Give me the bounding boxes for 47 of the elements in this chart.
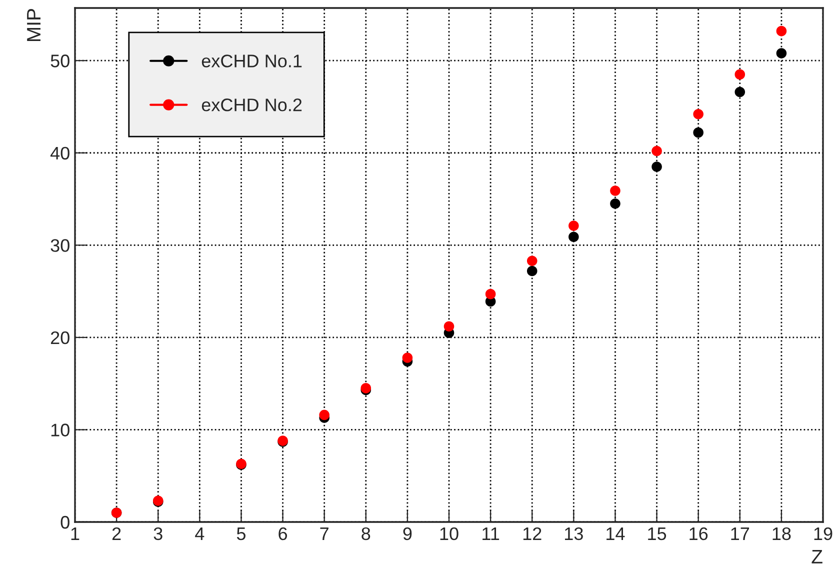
y-tick-label: 0 (60, 516, 70, 529)
y-tick-label: 50 (50, 54, 70, 68)
x-tick-label: 18 (772, 527, 791, 540)
legend-label: exCHD No.2 (202, 98, 302, 112)
y-axis-title: MIP (27, 9, 40, 41)
x-tick-label: 19 (814, 527, 832, 540)
x-tick-label: 14 (606, 528, 625, 540)
x-tick-label: 12 (523, 527, 542, 540)
point (402, 352, 413, 363)
x-tick-label: 8 (362, 527, 370, 540)
point (776, 48, 787, 58)
point (652, 162, 662, 172)
x-tick-label: 16 (690, 527, 708, 540)
x-tick-label: 6 (278, 527, 288, 540)
legend-label: exCHD No.1 (202, 54, 302, 68)
y-tick-label: 10 (51, 424, 70, 436)
point (734, 69, 746, 80)
point (444, 321, 454, 332)
y-tick-label: 40 (50, 146, 70, 160)
point (734, 86, 746, 98)
x-axis-title: Z (812, 550, 822, 564)
x-tick-label: 2 (112, 527, 121, 540)
x-tick-label: 3 (154, 527, 162, 540)
point (485, 288, 496, 300)
point (526, 266, 538, 276)
point (568, 232, 579, 242)
x-tick-label: 9 (403, 527, 412, 540)
x-tick-label: 15 (648, 528, 666, 540)
point (319, 410, 330, 420)
point (526, 256, 538, 266)
x-tick-label: 1 (71, 528, 80, 540)
x-tick-label: 10 (440, 527, 458, 540)
point (610, 186, 620, 196)
point (776, 26, 787, 36)
x-tick-label: 7 (320, 528, 328, 540)
x-tick-label: 4 (195, 528, 204, 540)
point (693, 127, 704, 138)
point (610, 198, 620, 209)
y-tick-label: 20 (50, 331, 70, 344)
x-tick-label: 5 (236, 528, 246, 540)
x-tick-label: 11 (482, 528, 500, 540)
x-tick-label: 17 (731, 528, 750, 540)
y-tick-label: 30 (50, 239, 70, 252)
point (568, 220, 579, 231)
point (652, 146, 662, 156)
x-tick-label: 13 (565, 527, 583, 540)
point (693, 108, 704, 120)
